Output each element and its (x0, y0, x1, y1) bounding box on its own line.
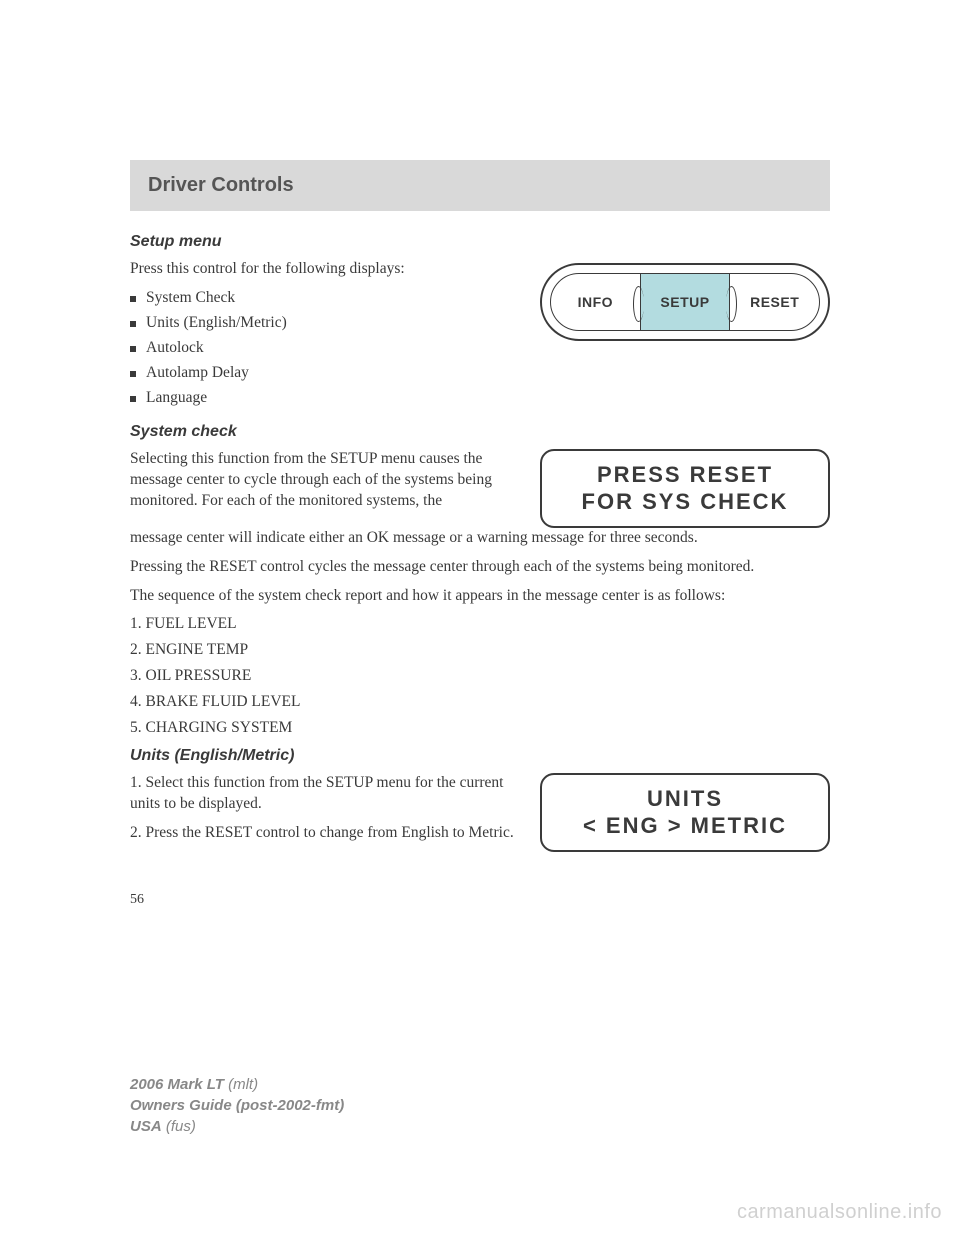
sequence-item: 2. ENGINE TEMP (130, 641, 830, 659)
bullet-item: Autolamp Delay (130, 363, 520, 382)
bullet-item: System Check (130, 288, 520, 307)
sequence-item: 5. CHARGING SYSTEM (130, 719, 830, 737)
sequence-item: 4. BRAKE FLUID LEVEL (130, 693, 830, 711)
units-lcd-figure: UNITS < ENG > METRIC (540, 773, 830, 852)
lcd-line: FOR SYS CHECK (542, 488, 828, 516)
bullet-icon (130, 396, 136, 402)
footer-guide: Owners Guide (post-2002-fmt) (130, 1095, 344, 1116)
page-content: Driver Controls Setup menu Press this co… (0, 0, 960, 908)
setup-title: Setup menu (130, 233, 830, 251)
setup-intro: Press this control for the following dis… (130, 259, 520, 280)
lcd-line: < ENG > METRIC (542, 812, 828, 840)
units-row: 1. Select this function from the SETUP m… (130, 773, 830, 852)
page-number: 56 (130, 892, 830, 908)
bullet-item: Autolock (130, 338, 520, 357)
footer-model-code: (mlt) (228, 1076, 258, 1093)
footer-model: 2006 Mark LT (130, 1076, 224, 1093)
syscheck-lcd-figure: PRESS RESET FOR SYS CHECK (540, 449, 830, 528)
footer-region: USA (130, 1118, 162, 1135)
section-header-title: Driver Controls (148, 174, 812, 197)
bullet-icon (130, 296, 136, 302)
units-title: Units (English/Metric) (130, 747, 830, 765)
syscheck-para2: Pressing the RESET control cycles the me… (130, 557, 830, 578)
lcd-line: PRESS RESET (542, 461, 828, 489)
setup-button: SETUP (641, 274, 731, 330)
info-button: INFO (551, 274, 641, 330)
bullet-icon (130, 346, 136, 352)
syscheck-para1a: Selecting this function from the SETUP m… (130, 449, 520, 512)
syscheck-para1b: message center will indicate either an O… (130, 528, 830, 549)
syscheck-para3: The sequence of the system check report … (130, 586, 830, 607)
button-panel-figure: INFO SETUP RESET (540, 259, 830, 341)
bullet-icon (130, 371, 136, 377)
section-header: Driver Controls (130, 160, 830, 211)
syscheck-title: System check (130, 423, 830, 441)
syscheck-row: Selecting this function from the SETUP m… (130, 449, 830, 528)
sequence-item: 1. FUEL LEVEL (130, 615, 830, 633)
reset-button: RESET (730, 274, 819, 330)
setup-row: Press this control for the following dis… (130, 259, 830, 413)
lcd-line: UNITS (542, 785, 828, 813)
sequence-item: 3. OIL PRESSURE (130, 667, 830, 685)
bullet-icon (130, 321, 136, 327)
bullet-item: Language (130, 388, 520, 407)
units-step2: 2. Press the RESET control to change fro… (130, 823, 520, 844)
bullet-item: Units (English/Metric) (130, 313, 520, 332)
footer: 2006 Mark LT (mlt) Owners Guide (post-20… (130, 1074, 344, 1137)
watermark: carmanualsonline.info (737, 1201, 942, 1224)
units-step1: 1. Select this function from the SETUP m… (130, 773, 520, 815)
footer-region-code: (fus) (166, 1118, 196, 1135)
